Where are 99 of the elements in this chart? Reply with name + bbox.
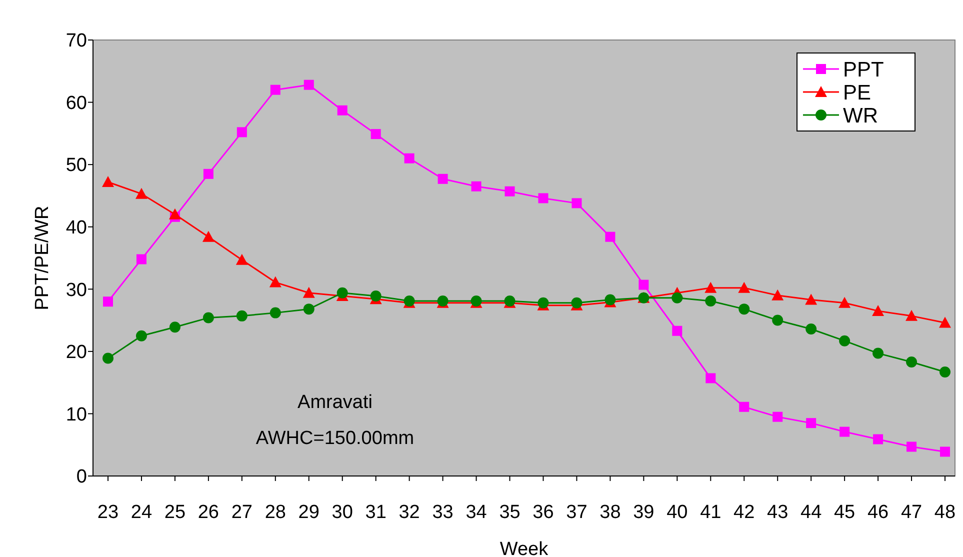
point: [303, 304, 314, 315]
y-tick-label: 60: [66, 92, 87, 114]
point: [103, 296, 113, 307]
point: [538, 193, 548, 204]
legend-label: PE: [843, 81, 872, 104]
x-tick-label: 25: [164, 502, 186, 523]
y-tick-label: 30: [66, 280, 87, 301]
x-tick-label: 46: [867, 502, 889, 523]
point: [706, 373, 716, 384]
point: [471, 181, 482, 192]
point: [638, 280, 649, 290]
x-tick-label: 31: [365, 502, 386, 523]
point: [939, 316, 951, 328]
x-tick-label: 48: [934, 502, 956, 523]
point: [940, 446, 950, 457]
annotation: Amravati: [298, 392, 372, 413]
point: [772, 412, 783, 422]
x-tick-label: 39: [633, 502, 654, 523]
point: [304, 80, 314, 90]
point: [872, 304, 884, 316]
point: [806, 324, 817, 335]
x-tick-label: 42: [734, 502, 755, 523]
x-tick-label: 30: [332, 502, 353, 523]
point: [102, 352, 114, 364]
point: [269, 276, 282, 288]
x-tick-label: 43: [767, 502, 788, 523]
point: [906, 442, 917, 452]
point: [605, 232, 616, 242]
x-tick-label: 33: [432, 502, 454, 523]
point: [337, 105, 348, 116]
point: [370, 129, 381, 140]
point: [705, 295, 716, 306]
x-tick-label: 34: [466, 502, 488, 523]
point: [236, 310, 248, 322]
point: [135, 188, 148, 199]
point: [738, 282, 750, 293]
point: [168, 208, 181, 220]
point: [738, 304, 750, 315]
point: [840, 426, 850, 437]
annotation: AWHC=150.00mm: [256, 428, 414, 449]
x-tick-label: 27: [231, 502, 252, 523]
point: [572, 198, 582, 208]
point: [236, 254, 248, 265]
point: [739, 402, 750, 412]
point: [672, 292, 683, 304]
x-tick-label: 32: [398, 502, 420, 523]
y-tick-label: 0: [76, 466, 87, 488]
x-tick-label: 47: [900, 502, 922, 523]
point: [136, 330, 147, 342]
x-tick-label: 35: [499, 502, 520, 523]
point: [136, 254, 146, 264]
x-tick-label: 45: [834, 502, 856, 523]
legend-label: PPT: [843, 58, 884, 82]
point: [704, 282, 717, 293]
x-tick-label: 38: [600, 502, 621, 523]
x-tick-label: 29: [298, 502, 320, 523]
point: [906, 310, 918, 321]
point: [672, 326, 682, 336]
point: [772, 314, 784, 326]
x-tick-label: 44: [800, 502, 822, 523]
point: [302, 286, 315, 298]
legend-label: WR: [843, 104, 878, 128]
point: [370, 290, 382, 302]
y-tick-label: 50: [66, 155, 87, 176]
point: [838, 296, 851, 308]
y-tick-label: 70: [66, 30, 87, 52]
x-tick-label: 37: [566, 502, 588, 523]
point: [202, 312, 214, 324]
point: [236, 127, 247, 138]
x-axis-title: Week: [500, 539, 549, 557]
x-tick-label: 28: [264, 502, 286, 523]
x-tick-label: 23: [97, 502, 119, 523]
point: [203, 168, 214, 179]
point: [504, 186, 515, 196]
y-tick-label: 10: [66, 404, 87, 426]
point: [805, 294, 818, 305]
x-tick-label: 26: [198, 502, 220, 523]
point: [169, 322, 180, 333]
x-tick-label: 41: [700, 502, 722, 523]
y-tick-label: 20: [66, 342, 87, 364]
point: [873, 434, 884, 444]
x-tick-label: 36: [532, 502, 554, 523]
point: [404, 153, 414, 164]
point: [772, 289, 784, 300]
point: [940, 366, 950, 378]
point: [102, 176, 114, 188]
y-axis-title: PPT/PE/WR: [32, 206, 53, 310]
point: [202, 230, 214, 242]
point: [872, 348, 884, 359]
y-tick-label: 40: [66, 218, 87, 239]
point: [270, 307, 281, 318]
x-tick-label: 40: [666, 502, 688, 523]
x-tick-label: 24: [130, 502, 152, 523]
point: [336, 287, 348, 298]
point: [270, 84, 280, 95]
point: [906, 356, 918, 368]
point: [839, 335, 850, 346]
point: [438, 174, 448, 184]
point: [806, 418, 816, 428]
